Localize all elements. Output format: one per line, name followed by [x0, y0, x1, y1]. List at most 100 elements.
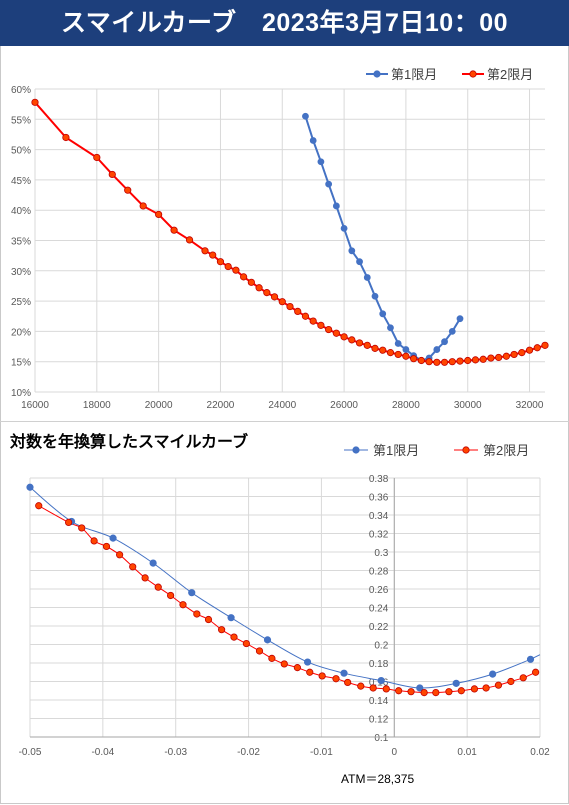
data-point	[507, 677, 515, 686]
y-tick-label: 35%	[11, 237, 31, 248]
data-point	[519, 674, 527, 682]
data-point	[464, 356, 472, 365]
data-point	[240, 273, 248, 281]
legend-label: 第2限月	[487, 67, 533, 82]
data-point	[356, 258, 363, 266]
data-point	[26, 483, 34, 491]
data-point	[417, 356, 425, 365]
x-tick-label: 16000	[21, 400, 49, 411]
data-point	[268, 654, 276, 662]
data-point	[395, 687, 403, 695]
data-point	[394, 350, 402, 359]
data-point	[518, 349, 526, 357]
data-point	[209, 251, 217, 259]
data-point	[471, 356, 480, 364]
data-point	[489, 670, 497, 678]
data-point	[456, 357, 464, 365]
y-tick-label: 0.18	[369, 659, 389, 670]
page-title: スマイルカーブ 2023年3月7日10：00	[60, 9, 509, 37]
y-tick-label: 0.26	[369, 585, 389, 596]
data-point	[526, 655, 535, 663]
data-point	[35, 502, 43, 510]
x-tick-label: -0.03	[164, 747, 187, 758]
data-point	[109, 534, 117, 542]
data-point	[441, 338, 448, 346]
data-point	[93, 153, 101, 162]
data-point	[533, 344, 541, 352]
data-point	[108, 170, 116, 179]
data-point	[227, 614, 235, 622]
data-point	[204, 615, 213, 624]
y-tick-label: 15%	[11, 358, 31, 369]
legend-label: 第1限月	[391, 67, 437, 82]
data-point	[363, 341, 371, 349]
data-point	[154, 583, 162, 591]
data-point	[280, 660, 288, 668]
data-point	[425, 358, 433, 366]
data-point	[379, 310, 387, 318]
chart2-title: 対数を年換算したスマイルカーブ	[10, 434, 249, 451]
data-point	[139, 202, 147, 210]
data-point	[155, 210, 163, 219]
data-point	[124, 186, 132, 194]
data-point	[452, 679, 460, 687]
data-point	[440, 358, 449, 366]
data-point	[495, 353, 503, 362]
data-point	[394, 340, 402, 347]
data-point	[65, 518, 73, 527]
y-tick-label: 45%	[11, 176, 31, 187]
y-tick-label: 0.12	[369, 715, 389, 726]
series-line-1	[304, 115, 461, 362]
data-point	[317, 158, 325, 166]
x-tick-label: 26000	[330, 400, 358, 411]
data-point	[31, 98, 39, 106]
data-point	[116, 551, 124, 559]
page-title-banner: スマイルカーブ 2023年3月7日10：00	[0, 0, 569, 46]
x-tick-label: 30000	[454, 400, 482, 411]
x-tick-label: 28000	[392, 400, 420, 411]
data-point	[369, 684, 377, 692]
series-line-2	[34, 101, 546, 364]
data-point	[278, 298, 286, 306]
x-tick-label: 24000	[268, 400, 296, 411]
data-point	[340, 669, 348, 677]
legend-marker	[462, 446, 470, 454]
data-point	[179, 601, 187, 609]
x-tick-label: -0.01	[310, 747, 333, 758]
data-point	[433, 346, 441, 353]
data-point	[242, 639, 250, 648]
data-point	[348, 336, 356, 344]
data-point	[344, 678, 352, 687]
data-point	[432, 688, 440, 697]
data-point	[386, 349, 395, 357]
x-tick-label: 32000	[516, 400, 544, 411]
y-tick-label: 0.36	[369, 493, 389, 504]
data-point	[532, 668, 540, 676]
y-tick-label: 0.22	[369, 622, 389, 633]
data-point	[541, 341, 549, 349]
data-point	[448, 327, 456, 335]
x-tick-label: -0.02	[237, 747, 260, 758]
y-tick-label: 0.32	[369, 530, 389, 541]
data-point	[457, 687, 465, 695]
data-point	[420, 688, 428, 697]
y-tick-label: 0.34	[369, 511, 389, 522]
data-point	[470, 685, 479, 693]
legend-marker	[373, 70, 381, 78]
data-point	[332, 329, 340, 337]
data-point	[188, 589, 196, 597]
data-point	[382, 685, 390, 693]
x-tick-label: -0.04	[91, 747, 114, 758]
data-point	[510, 350, 518, 359]
data-point	[167, 591, 175, 600]
data-point	[387, 324, 394, 332]
y-tick-label: 30%	[11, 267, 31, 278]
data-point	[502, 352, 510, 360]
data-point	[309, 317, 317, 325]
data-point	[301, 312, 310, 320]
data-point	[149, 559, 157, 567]
data-point	[255, 647, 264, 655]
data-point	[293, 664, 301, 672]
y-tick-label: 55%	[11, 115, 31, 126]
data-point	[90, 537, 98, 545]
